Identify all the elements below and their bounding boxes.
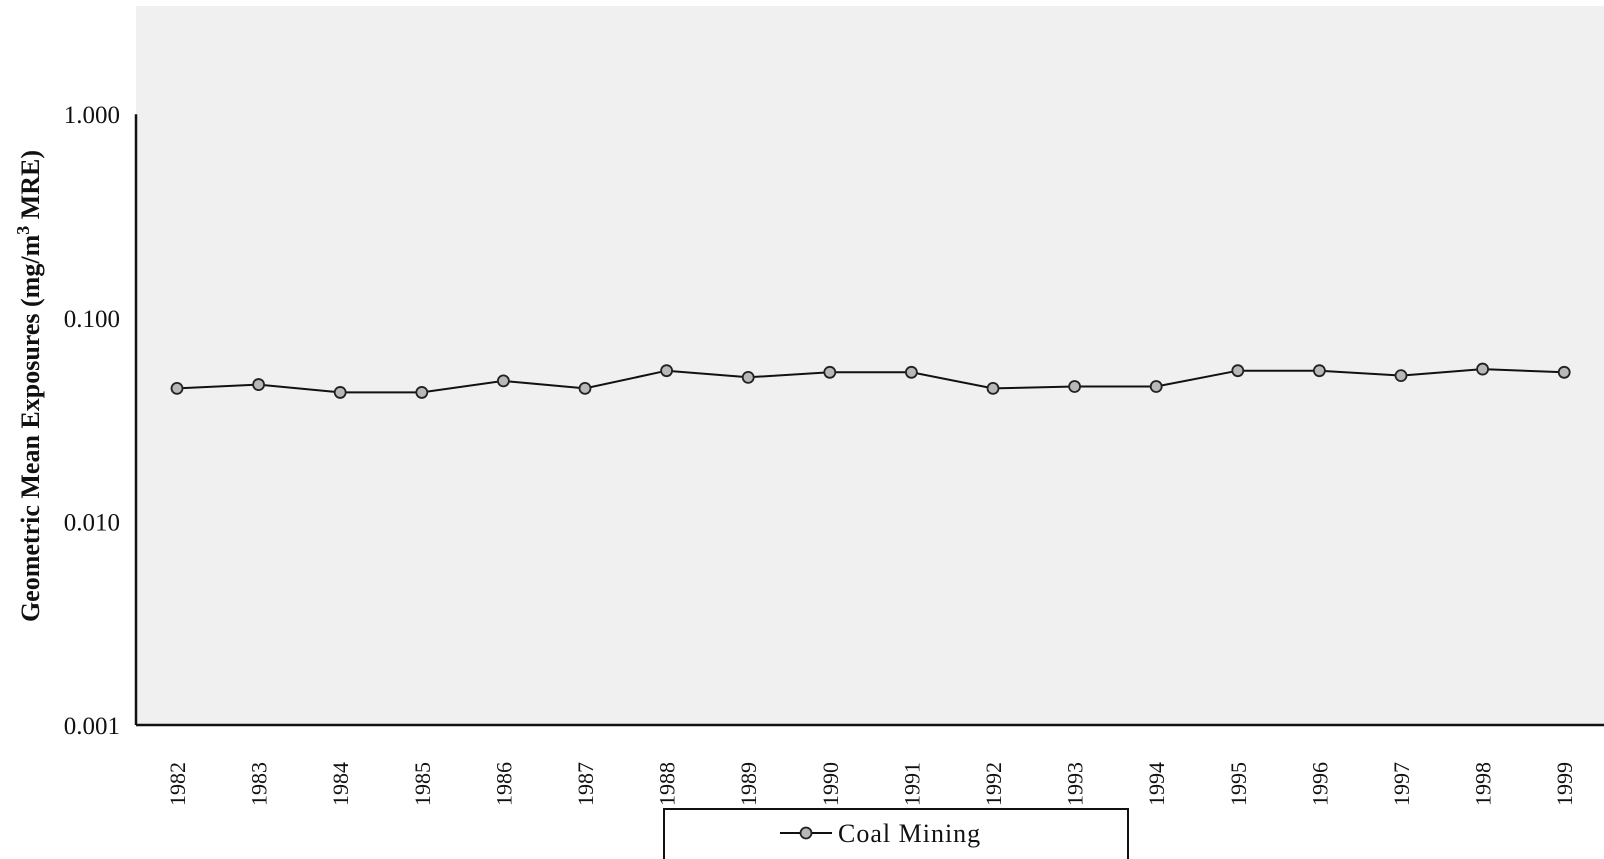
data-point: [1149, 380, 1163, 393]
x-tick-label: 1989: [736, 762, 761, 806]
x-tick-label: 1998: [1471, 762, 1496, 806]
y-tick-label: 1.000: [64, 102, 120, 129]
y-axis-title-superscript: 3: [13, 226, 33, 235]
data-point: [1231, 364, 1245, 378]
x-tick-label: 1983: [247, 762, 272, 806]
legend-box: [663, 808, 1129, 859]
legend-marker-swatch: [799, 826, 813, 840]
x-tick-label: 1986: [491, 762, 516, 806]
data-point: [1557, 365, 1571, 379]
x-tick-label: 1987: [573, 762, 598, 806]
series-coal-mining: [170, 362, 1571, 399]
x-tick-label: 1990: [818, 762, 843, 806]
data-point: [496, 374, 510, 388]
x-tick-label: 1997: [1389, 762, 1414, 806]
x-tick-label: 1985: [410, 762, 435, 806]
data-point: [1394, 369, 1408, 383]
data-point: [986, 382, 1000, 395]
y-axis-title: Geometric Mean Exposures (mg/m3 MRE): [13, 150, 45, 622]
y-axis-label: Geometric Mean Exposures (mg/m3 MRE): [13, 150, 45, 622]
x-tick-label: 1993: [1063, 762, 1088, 806]
data-point: [333, 386, 347, 399]
plot-background: [136, 6, 1604, 725]
x-tick-label: 1995: [1226, 762, 1251, 806]
x-tick-label: 1996: [1307, 762, 1332, 806]
data-point: [905, 365, 918, 379]
data-point: [660, 364, 673, 378]
y-tick-label: 0.100: [64, 306, 120, 333]
x-tick-label: 1994: [1144, 762, 1169, 806]
data-point: [1476, 362, 1489, 376]
data-point: [415, 386, 429, 399]
x-tick-label: 1992: [981, 762, 1006, 806]
x-tick-label: 1999: [1552, 762, 1577, 806]
y-tick-label: 0.010: [64, 509, 120, 536]
data-point: [1313, 364, 1326, 378]
data-point: [1068, 380, 1081, 393]
legend-label: Coal Mining: [838, 819, 981, 848]
y-axis-title-main: Geometric Mean Exposures (mg/m: [16, 234, 45, 622]
x-axis: 1982 1983 1984 1985 1986 1987 1988 1989 1990 1991…: [136, 723, 1604, 806]
y-axis: 0.001 0.010 0.100 1.000: [64, 102, 138, 740]
y-axis-title-suffix: MRE): [16, 150, 45, 226]
data-point: [578, 382, 592, 395]
data-point: [252, 378, 266, 391]
data-point: [741, 370, 755, 384]
series-line: [176, 368, 1565, 394]
x-tick-label: 1991: [899, 762, 924, 806]
data-point: [823, 365, 837, 379]
x-tick-label: 1988: [655, 762, 680, 806]
x-tick-label: 1984: [328, 762, 353, 806]
legend: Coal Mining: [663, 808, 1129, 859]
x-tick-label: 1982: [165, 762, 190, 806]
y-tick-label: 0.001: [64, 713, 120, 740]
data-point: [170, 382, 184, 395]
